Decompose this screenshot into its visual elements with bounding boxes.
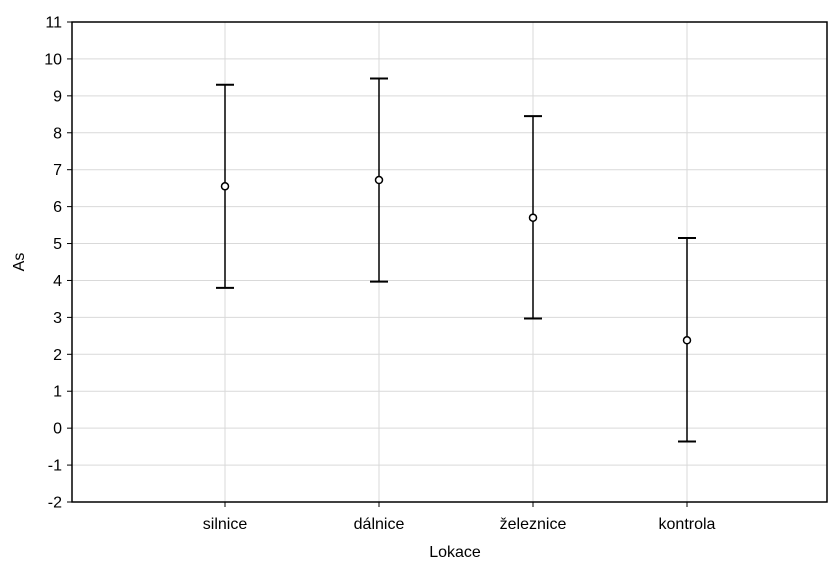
y-tick-label: 5 — [53, 236, 62, 253]
y-axis-title: As — [11, 253, 28, 272]
y-tick-label: 7 — [53, 162, 62, 179]
y-tick-label: 2 — [53, 347, 62, 364]
x-tick-label: železnice — [500, 516, 567, 533]
mean-point — [682, 336, 692, 345]
error-bar-group — [678, 237, 696, 443]
mean-point — [374, 175, 384, 185]
y-tick-label: -2 — [48, 495, 62, 512]
y-tick-labels: -2 -1 0 1 2 3 4 5 6 7 8 9 10 11 — [44, 15, 72, 512]
y-tick-label: 11 — [45, 15, 62, 32]
mean-point — [528, 213, 538, 222]
y-tick-label: 10 — [44, 51, 62, 68]
mean-point — [220, 182, 230, 191]
y-tick-label: 3 — [53, 310, 62, 327]
error-bar-group — [370, 77, 388, 283]
error-bar-group — [216, 83, 234, 289]
y-tick-label: -1 — [48, 458, 62, 475]
error-bar-group — [524, 115, 542, 320]
y-tick-label: 9 — [53, 88, 62, 105]
y-tick-label: 0 — [53, 421, 62, 438]
x-tick-label: dálnice — [354, 516, 405, 533]
x-tick-label: kontrola — [659, 516, 716, 533]
y-tick-label: 4 — [53, 273, 62, 290]
y-tick-label: 1 — [53, 384, 62, 401]
y-tick-label: 8 — [53, 125, 62, 142]
plot-frame — [71, 21, 828, 503]
x-tick-label: silnice — [203, 516, 248, 533]
x-axis-title: Lokace — [429, 544, 481, 561]
error-bar-marks — [216, 77, 696, 443]
grid-layer — [72, 21, 827, 503]
x-tick-labels: silnice dálnice železnice kontrola — [203, 502, 716, 533]
y-tick-label: 6 — [53, 199, 62, 216]
